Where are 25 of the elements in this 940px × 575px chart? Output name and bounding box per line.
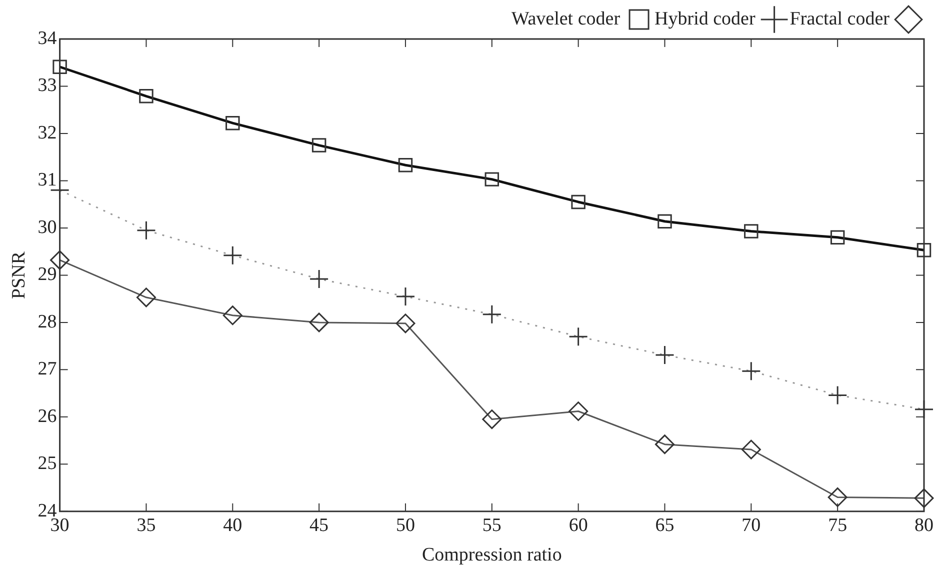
legend-label: Hybrid coder bbox=[654, 8, 756, 30]
x-tick-label: 80 bbox=[914, 514, 934, 536]
legend-label: Fractal coder bbox=[790, 8, 890, 30]
x-tick-label: 60 bbox=[568, 514, 588, 536]
x-tick-label: 50 bbox=[396, 514, 415, 536]
x-axis-title: Compression ratio bbox=[422, 544, 562, 566]
x-tick-label: 35 bbox=[136, 514, 156, 536]
y-tick-label: 26 bbox=[38, 406, 57, 427]
y-tick-label: 32 bbox=[38, 122, 57, 144]
y-tick-label: 27 bbox=[38, 358, 57, 380]
legend-label: Wavelet coder bbox=[511, 8, 621, 30]
y-tick-label: 31 bbox=[38, 170, 57, 191]
y-tick-label: 29 bbox=[38, 264, 57, 286]
x-tick-label: 40 bbox=[223, 514, 242, 536]
y-tick-label: 28 bbox=[38, 311, 57, 332]
y-tick-label: 25 bbox=[38, 453, 57, 474]
x-tick-label: 45 bbox=[310, 514, 329, 536]
x-tick-label: 75 bbox=[828, 514, 848, 536]
y-axis-title: PSNR bbox=[8, 251, 30, 299]
x-tick-label: 55 bbox=[482, 514, 502, 536]
x-tick-label: 65 bbox=[655, 514, 674, 536]
y-tick-label: 34 bbox=[38, 28, 58, 49]
x-tick-label: 70 bbox=[742, 514, 761, 536]
y-tick-label: 30 bbox=[38, 216, 57, 238]
y-tick-label: 33 bbox=[38, 75, 57, 96]
